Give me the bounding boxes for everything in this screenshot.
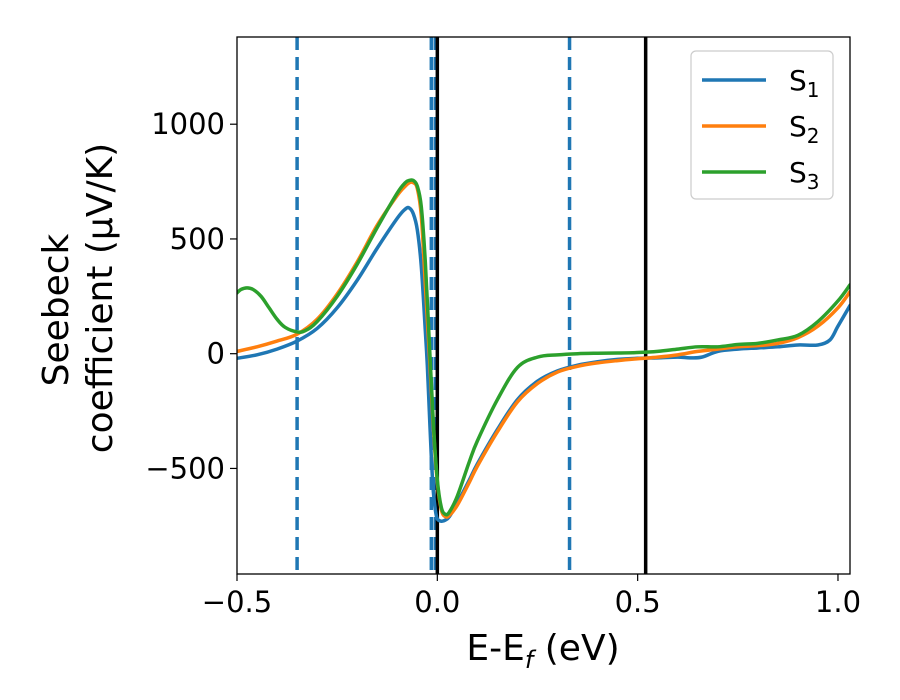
legend-label-sub: 3 — [807, 170, 820, 194]
legend-label-s3: S3 — [789, 156, 820, 194]
y-axis-title-line2: coefficient (μV/K) — [80, 143, 121, 453]
series-line-s3 — [237, 178, 850, 517]
x-axis-title: E-Ef (eV) — [466, 628, 619, 674]
y-tick-label: 1000 — [151, 107, 225, 141]
x-axis-title-unit: (eV) — [533, 628, 619, 669]
legend-label-sub: 1 — [807, 78, 820, 102]
x-tick-label: 0.0 — [414, 585, 460, 619]
plot-frame — [236, 36, 851, 575]
y-axis-ticks: −500 0 500 1000 — [145, 107, 237, 485]
x-axis-ticks: −0.5 0.0 0.5 1.0 — [202, 574, 861, 619]
legend-label-sub: 2 — [807, 124, 820, 148]
series-lines — [237, 178, 850, 524]
legend-label-s2: S2 — [789, 110, 820, 148]
x-tick-label: 1.0 — [815, 585, 861, 619]
x-tick-label: 0.5 — [615, 585, 661, 619]
legend-label-main: S — [789, 64, 807, 97]
series-line-s1 — [237, 205, 850, 524]
x-tick-label: −0.5 — [202, 585, 272, 619]
y-axis-title-line1: Seebeck — [36, 233, 77, 386]
reference-lines — [295, 37, 648, 574]
y-tick-label: 500 — [170, 222, 225, 256]
y-tick-label: 0 — [207, 337, 225, 371]
legend-label-main: S — [789, 156, 807, 189]
legend-label-s1: S1 — [789, 64, 820, 102]
x-axis-title-main: E-E — [466, 628, 524, 669]
y-tick-label: −500 — [145, 451, 225, 485]
legend-label-main: S — [789, 110, 807, 143]
